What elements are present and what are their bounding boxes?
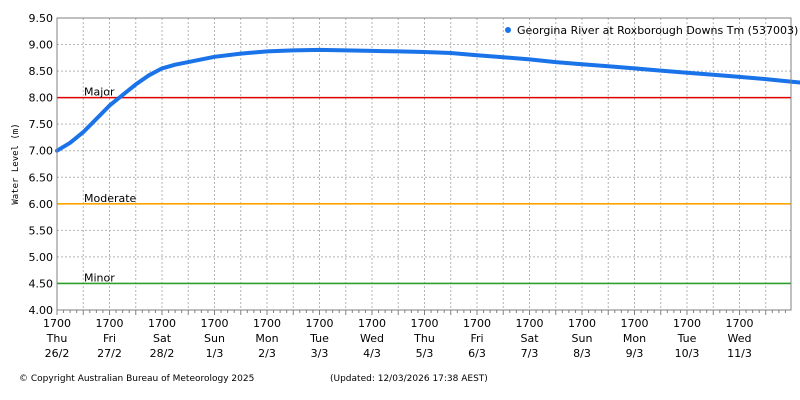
y-tick-label: 7.00 <box>29 145 54 158</box>
x-tick-time: 1700 <box>621 317 649 330</box>
series-layer <box>55 47 800 153</box>
x-tick-day: Mon <box>623 332 646 345</box>
x-tick-date: 1/3 <box>206 347 224 360</box>
y-tick-label: 7.50 <box>29 118 54 131</box>
x-tick-day: Wed <box>728 332 752 345</box>
x-tick-date: 11/3 <box>727 347 752 360</box>
x-tick-day: Sat <box>153 332 172 345</box>
x-tick-time: 1700 <box>148 317 176 330</box>
copyright-notice: © Copyright Australian Bureau of Meteoro… <box>19 374 255 384</box>
x-tick-day: Tue <box>677 332 697 345</box>
x-tick-date: 8/3 <box>573 347 591 360</box>
x-tick-time: 1700 <box>201 317 229 330</box>
x-tick-date: 7/3 <box>521 347 539 360</box>
y-tick-label: 8.50 <box>29 65 54 78</box>
x-tick-day: Thu <box>413 332 435 345</box>
x-tick-day: Sun <box>572 332 593 345</box>
x-tick-date: 28/2 <box>150 347 175 360</box>
x-tick-time: 1700 <box>463 317 491 330</box>
x-tick-day: Mon <box>255 332 278 345</box>
x-tick-day: Tue <box>309 332 329 345</box>
y-tick-label: 4.50 <box>29 277 54 290</box>
y-axis-title: Water Level (m) <box>11 123 21 204</box>
y-tick-label: 5.50 <box>29 224 54 237</box>
y-tick-label: 6.50 <box>29 171 54 184</box>
threshold-label-minor: Minor <box>84 271 115 284</box>
x-tick-day: Sat <box>520 332 539 345</box>
x-tick-date: 6/3 <box>468 347 486 360</box>
x-tick-date: 26/2 <box>45 347 70 360</box>
x-tick-time: 1700 <box>726 317 754 330</box>
threshold-label-moderate: Moderate <box>84 192 137 205</box>
x-tick-date: 10/3 <box>675 347 700 360</box>
x-axis: 1700 Thu 26/2 1700 Fri 27/2 1700 Sat 28/2 1700 Sun… <box>43 310 786 360</box>
flood-thresholds: Major Moderate Minor <box>57 86 791 284</box>
x-tick-day: Thu <box>46 332 68 345</box>
x-tick-time: 1700 <box>253 317 281 330</box>
x-tick-date: 9/3 <box>626 347 644 360</box>
threshold-label-major: Major <box>84 86 115 99</box>
x-tick-day: Fri <box>103 332 116 345</box>
x-tick-date: 2/3 <box>258 347 276 360</box>
y-tick-label: 9.00 <box>29 39 54 52</box>
x-tick-time: 1700 <box>411 317 439 330</box>
legend-series-name: Georgina River at Roxborough Downs Tm (5… <box>517 24 798 37</box>
updated-timestamp: (Updated: 12/03/2026 17:38 AEST) <box>330 374 488 384</box>
x-tick-date: 27/2 <box>97 347 122 360</box>
x-tick-time: 1700 <box>96 317 124 330</box>
y-tick-label: 6.00 <box>29 198 54 211</box>
y-tick-label: 5.00 <box>29 251 54 264</box>
x-tick-date: 5/3 <box>416 347 434 360</box>
x-tick-time: 1700 <box>673 317 701 330</box>
x-tick-day: Sun <box>204 332 225 345</box>
y-tick-label: 9.50 <box>29 12 54 25</box>
y-tick-label: 4.00 <box>29 304 54 317</box>
x-tick-date: 4/3 <box>363 347 381 360</box>
x-tick-time: 1700 <box>568 317 596 330</box>
x-tick-time: 1700 <box>358 317 386 330</box>
x-tick-time: 1700 <box>43 317 71 330</box>
x-tick-date: 3/3 <box>311 347 329 360</box>
x-tick-day: Fri <box>470 332 483 345</box>
series-line <box>55 47 800 153</box>
x-tick-time: 1700 <box>516 317 544 330</box>
y-axis: 4.00 4.50 5.00 5.50 6.00 6.50 7.00 7.50 8.00 8.50… <box>29 12 54 317</box>
legend-marker-icon <box>505 27 511 33</box>
x-tick-day: Wed <box>360 332 384 345</box>
y-tick-label: 8.00 <box>29 92 54 105</box>
legend: Georgina River at Roxborough Downs Tm (5… <box>505 24 798 37</box>
x-tick-time: 1700 <box>306 317 334 330</box>
grid <box>56 17 791 311</box>
